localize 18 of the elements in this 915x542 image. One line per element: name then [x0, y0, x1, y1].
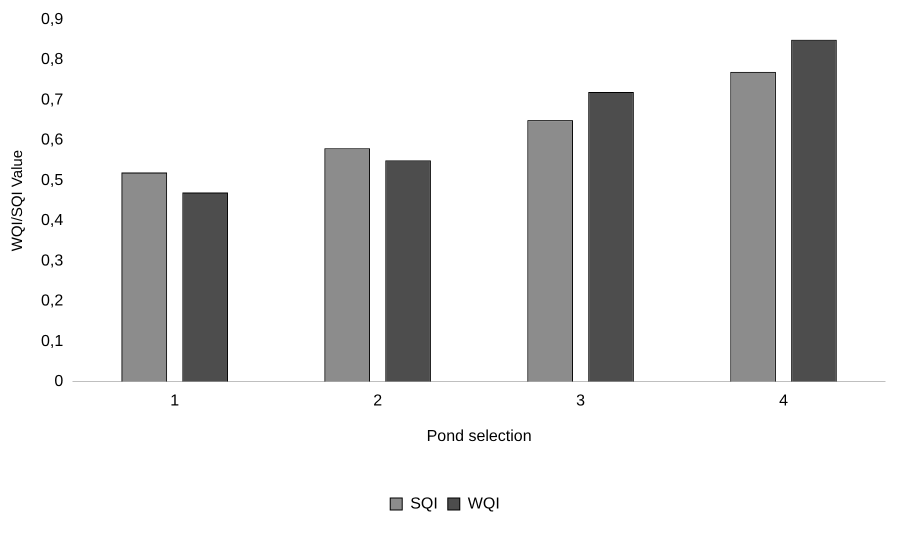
y-tick-label: 0,4	[40, 212, 64, 230]
y-tick-label: 0,8	[40, 51, 64, 68]
legend-label: SQI	[410, 495, 438, 512]
y-tick-label: 0,5	[40, 172, 64, 189]
y-tick-label: 0	[54, 373, 64, 390]
y-tick-label: 0,1	[40, 332, 64, 350]
y-tick-label: 0,9	[40, 11, 64, 28]
y-tick-label: 0,6	[40, 132, 64, 149]
legend-label: WQI	[468, 495, 500, 512]
x-axis-title: Pond selection	[426, 428, 532, 445]
y-tick-label: 0,3	[40, 252, 64, 270]
y-tick-label: 0,7	[40, 91, 64, 108]
y-tick-label: 0,2	[40, 292, 64, 310]
y-axis-title: WQI/SQI Value	[9, 150, 26, 252]
x-tick-label: 4	[779, 392, 788, 410]
x-tick-label: 3	[576, 392, 586, 410]
x-tick-label: 1	[170, 392, 180, 410]
x-tick-label: 2	[373, 392, 382, 410]
